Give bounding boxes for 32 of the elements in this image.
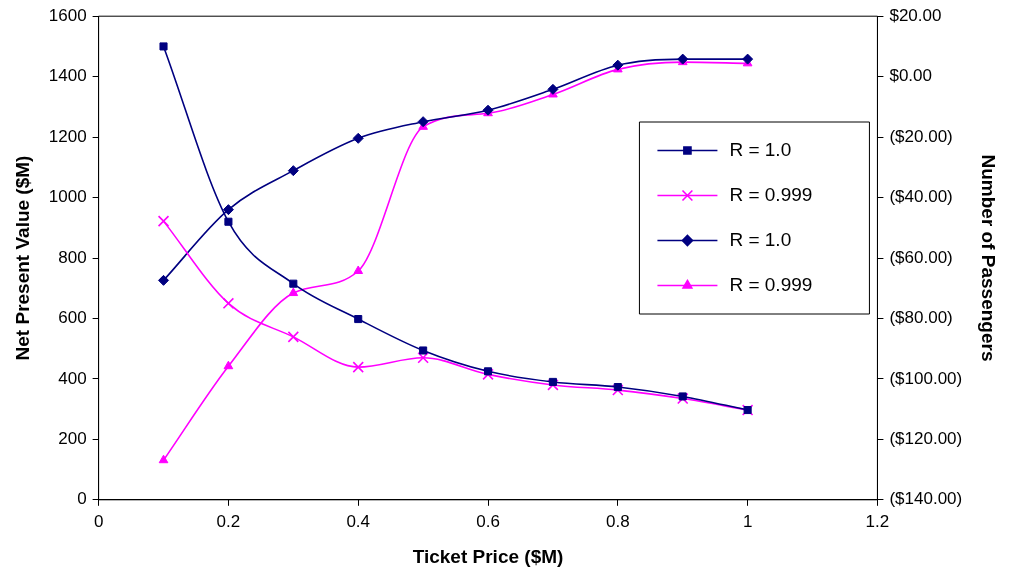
y2-tick-label: ($100.00) [889, 368, 963, 388]
y-tick-label: 1400 [48, 66, 87, 86]
y-tick-label: 800 [58, 247, 87, 267]
x-tick-label: 0.6 [476, 511, 500, 531]
y2-tick-label: ($40.00) [889, 187, 953, 207]
legend-label: R = 0.999 [729, 183, 813, 205]
x-tick-label: 0.2 [216, 511, 241, 531]
y2-tick-label: $0.00 [889, 66, 932, 86]
y2-tick-label: ($120.00) [889, 429, 963, 449]
y2-tick-label: ($80.00) [889, 308, 953, 328]
x-tick-label: 0.8 [606, 511, 630, 531]
y-tick-label: 1200 [48, 126, 87, 146]
x-tick-label: 0.4 [346, 511, 371, 531]
x-axis-title: Ticket Price ($M) [412, 545, 564, 567]
y-tick-label: 0 [77, 489, 87, 509]
y-tick-label: 1600 [48, 5, 87, 25]
legend-label: R = 1.0 [729, 228, 792, 250]
x-tick-label: 0 [93, 511, 104, 531]
y2-tick-label: ($60.00) [889, 247, 953, 267]
y-tick-label: 200 [58, 429, 87, 449]
x-tick-label: 1 [742, 511, 753, 531]
legend-label: R = 0.999 [729, 273, 813, 295]
y2-tick-label: ($20.00) [889, 126, 953, 146]
legend-label: R = 1.0 [729, 138, 792, 160]
y2-tick-label: ($140.00) [889, 489, 963, 509]
y2-tick-label: $20.00 [889, 5, 942, 25]
y-tick-label: 600 [58, 308, 87, 328]
y-tick-label: 400 [58, 368, 87, 388]
x-tick-label: 1.2 [865, 511, 890, 531]
y-axis-title: Net Present Value ($M) [11, 155, 33, 361]
y-tick-label: 1000 [48, 187, 87, 207]
y2-axis-title: Number of Passengers [978, 154, 1000, 362]
